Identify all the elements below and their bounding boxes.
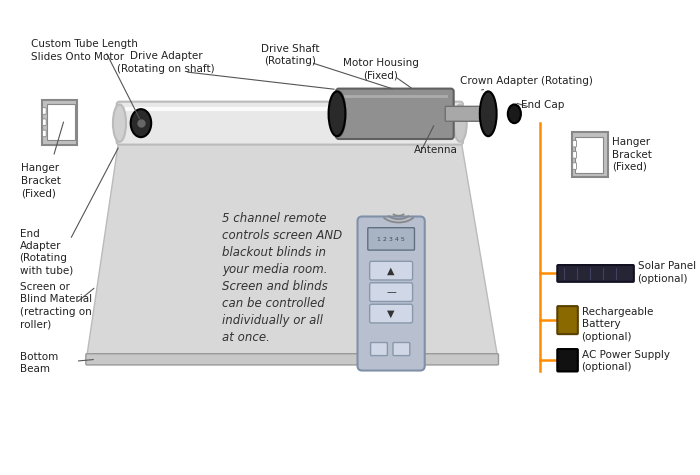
FancyBboxPatch shape (368, 228, 414, 250)
Text: ▲: ▲ (387, 266, 395, 276)
FancyBboxPatch shape (358, 217, 425, 370)
Text: Rechargeable
Battery
(optional): Rechargeable Battery (optional) (582, 307, 653, 342)
FancyBboxPatch shape (370, 283, 412, 302)
FancyBboxPatch shape (86, 354, 498, 365)
Text: Motor Housing
(Fixed): Motor Housing (Fixed) (343, 58, 419, 80)
Ellipse shape (328, 91, 345, 136)
Text: Drive Adapter
(Rotating on shaft): Drive Adapter (Rotating on shaft) (118, 51, 215, 74)
FancyBboxPatch shape (393, 342, 410, 356)
FancyBboxPatch shape (370, 304, 412, 323)
FancyBboxPatch shape (573, 152, 576, 158)
Text: Hanger
Bracket
(Fixed): Hanger Bracket (Fixed) (612, 137, 652, 172)
FancyBboxPatch shape (573, 163, 576, 170)
FancyBboxPatch shape (43, 130, 46, 137)
Ellipse shape (113, 104, 126, 142)
Ellipse shape (131, 109, 151, 137)
Text: Antenna: Antenna (414, 144, 457, 155)
Ellipse shape (480, 91, 496, 136)
FancyBboxPatch shape (573, 141, 576, 147)
Text: 5 channel remote
controls screen AND
blackout blinds in
your media room.
Screen : 5 channel remote controls screen AND bla… (222, 212, 342, 344)
Text: Hanger
Bracket
(Fixed): Hanger Bracket (Fixed) (22, 163, 62, 198)
FancyBboxPatch shape (572, 133, 608, 177)
Text: Custom Tube Length
Slides Onto Motor: Custom Tube Length Slides Onto Motor (31, 39, 138, 62)
FancyBboxPatch shape (445, 106, 489, 121)
Text: Bottom
Beam: Bottom Beam (20, 352, 58, 374)
FancyBboxPatch shape (557, 306, 578, 334)
Polygon shape (87, 135, 498, 357)
Text: Solar Panel
(optional): Solar Panel (optional) (638, 261, 696, 284)
Text: AC Power Supply
(optional): AC Power Supply (optional) (582, 350, 670, 372)
FancyBboxPatch shape (370, 342, 387, 356)
FancyBboxPatch shape (336, 89, 454, 139)
Ellipse shape (454, 104, 467, 142)
Ellipse shape (332, 91, 345, 136)
FancyBboxPatch shape (557, 349, 578, 371)
FancyBboxPatch shape (43, 108, 46, 114)
Ellipse shape (508, 104, 521, 123)
Text: End
Adapter
(Rotating
with tube): End Adapter (Rotating with tube) (20, 228, 73, 276)
FancyBboxPatch shape (47, 104, 75, 140)
FancyBboxPatch shape (370, 261, 412, 280)
Text: 1 2 3 4 5: 1 2 3 4 5 (377, 238, 405, 242)
Text: —: — (386, 287, 396, 297)
FancyBboxPatch shape (42, 100, 78, 144)
Text: Drive Shaft
(Rotating): Drive Shaft (Rotating) (261, 44, 320, 66)
Text: End Cap: End Cap (521, 100, 564, 110)
Text: Crown Adapter (Rotating): Crown Adapter (Rotating) (460, 76, 593, 86)
Text: Screen or
Blind Material
(retracting on
roller): Screen or Blind Material (retracting on … (20, 282, 92, 329)
FancyBboxPatch shape (575, 137, 603, 172)
FancyBboxPatch shape (557, 265, 634, 282)
FancyBboxPatch shape (43, 119, 46, 125)
Text: ▼: ▼ (387, 309, 395, 319)
FancyBboxPatch shape (117, 102, 463, 144)
